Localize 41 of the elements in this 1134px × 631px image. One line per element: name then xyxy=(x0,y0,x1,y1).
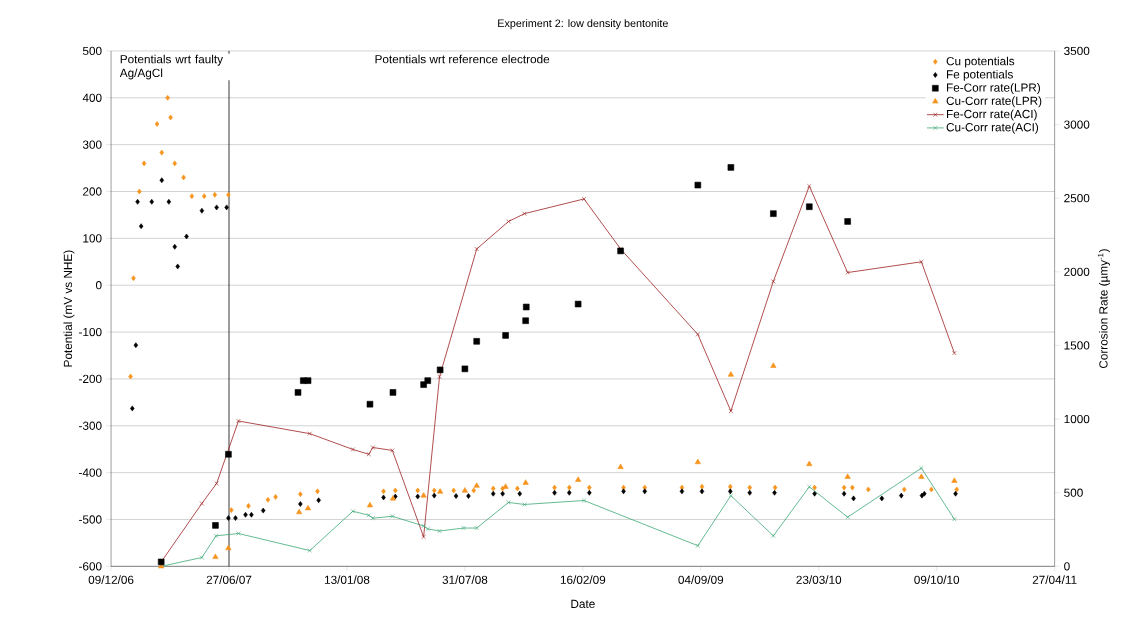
y-tick-label: -400 xyxy=(79,468,102,477)
annotation: Potentials wrt reference electrode xyxy=(375,54,550,64)
y-tick-label: -300 xyxy=(79,421,102,430)
y2-tick-label: 3500 xyxy=(1064,46,1090,56)
y-tick-label: -100 xyxy=(79,327,102,337)
y-tick-label: 100 xyxy=(83,234,102,243)
y2-tick-label: 3000 xyxy=(1064,120,1090,129)
y-tick-label: 400 xyxy=(82,93,102,102)
x-axis-title: Date xyxy=(571,599,595,609)
legend-label: Fe-Corr rate(LPR) xyxy=(947,83,1041,95)
y-tick-label: 500 xyxy=(82,46,102,56)
legend-label: Cu potentials xyxy=(946,56,1015,68)
legend-label: Cu-Corr rate(ACI) xyxy=(946,122,1039,134)
x-tick-label: 27/04/11 xyxy=(1032,575,1077,584)
annotation: Potentials wrt faulty Ag/AgCl xyxy=(119,54,223,80)
y2-axis-title: Corrosion Rate (µmy$^{-1}$) xyxy=(1097,249,1110,369)
y-tick-label: -500 xyxy=(79,515,102,524)
y-tick-label: -200 xyxy=(79,374,102,384)
y2-tick-label: 0 xyxy=(1064,562,1070,571)
legend-label: Fe-Corr rate(ACI) xyxy=(947,109,1037,121)
y2-tick-label: 2500 xyxy=(1064,194,1090,203)
y-tick-label: 300 xyxy=(82,140,102,149)
legend-label: Fe potentials xyxy=(947,69,1013,81)
x-tick-label: 13/01/08 xyxy=(324,575,370,584)
x-tick-label: 27/06/07 xyxy=(206,575,252,584)
legend-label: Cu-Corr rate(LPR) xyxy=(946,96,1042,108)
y2-tick-label: 1500 xyxy=(1064,341,1090,350)
y-tick-label: -600 xyxy=(79,562,102,571)
chart-title: Experiment 2: low density bentonite xyxy=(498,19,668,30)
y2-tick-label: 500 xyxy=(1064,488,1083,497)
x-tick-label: 31/07/08 xyxy=(442,575,488,584)
y2-tick-label: 2000 xyxy=(1064,267,1090,276)
y-tick-label: 0 xyxy=(95,281,102,290)
y-tick-label: 200 xyxy=(83,187,102,196)
x-tick-label: 09/12/06 xyxy=(88,575,134,584)
x-tick-label: 23/03/10 xyxy=(796,575,842,584)
x-tick-label: 09/10/10 xyxy=(914,575,960,584)
y-axis-title: Potential (mV vs NHE) xyxy=(63,250,75,367)
y2-tick-label: 1000 xyxy=(1064,414,1090,424)
x-tick-label: 16/02/09 xyxy=(560,575,606,584)
x-tick-label: 04/09/09 xyxy=(678,575,724,584)
